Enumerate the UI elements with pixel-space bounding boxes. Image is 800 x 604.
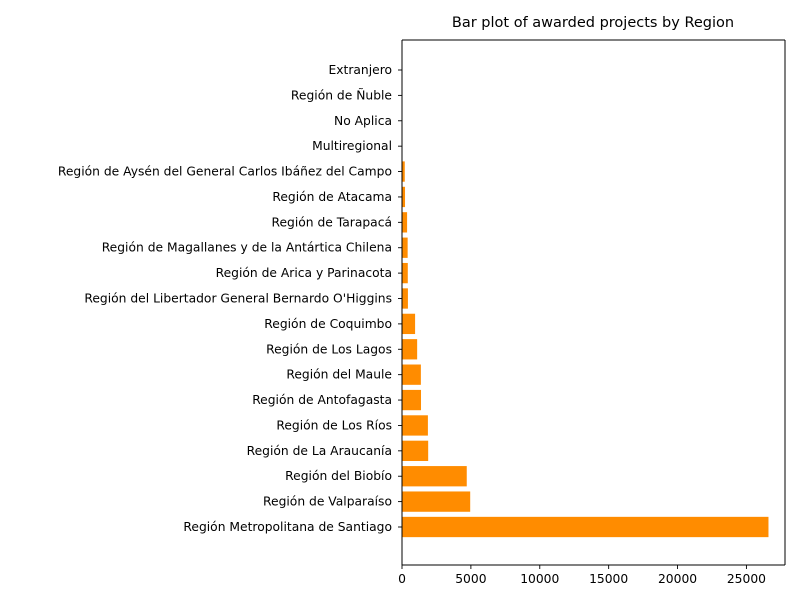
- x-tick-label: 15000: [589, 572, 628, 586]
- y-tick-label: Región de Valparaíso: [263, 495, 392, 509]
- y-tick-label: Región de Antofagasta: [252, 393, 392, 407]
- bar: [402, 466, 467, 486]
- y-tick-label: Extranjero: [328, 63, 392, 77]
- y-tick-label: Región de Magallanes y de la Antártica C…: [102, 241, 392, 255]
- bar: [402, 491, 470, 511]
- bar: [402, 415, 428, 435]
- chart-title: Bar plot of awarded projects by Region: [452, 15, 734, 31]
- bar: [402, 263, 408, 283]
- bar: [402, 339, 417, 359]
- bars-group: [402, 60, 768, 537]
- y-tick-label: No Aplica: [334, 114, 392, 128]
- y-tick-label: Región del Maule: [286, 368, 392, 382]
- y-tick-label: Región de Coquimbo: [264, 317, 392, 331]
- x-tick-label: 25000: [727, 572, 766, 586]
- bar: [402, 390, 421, 410]
- x-axis-ticks: 0 5000 10000 15000 20000 25000: [398, 565, 766, 586]
- y-tick-label: Región de Los Ríos: [276, 418, 392, 432]
- x-tick-label: 5000: [455, 572, 486, 586]
- y-tick-label: Región Metropolitana de Santiago: [183, 520, 392, 534]
- y-tick-label: Región de Los Lagos: [266, 342, 392, 356]
- y-tick-label: Región de La Araucanía: [247, 444, 392, 458]
- y-tick-label: Región de Tarapacá: [271, 215, 392, 229]
- bar: [402, 365, 421, 385]
- x-tick-label: 10000: [520, 572, 559, 586]
- bar: [402, 288, 408, 308]
- y-tick-label: Región del Biobío: [285, 469, 392, 483]
- bar: [402, 441, 428, 461]
- x-tick-label: 20000: [658, 572, 697, 586]
- y-tick-label: Región de Ñuble: [291, 87, 392, 102]
- y-tick-label: Región del Libertador General Bernardo O…: [84, 292, 392, 306]
- y-tick-label: Región de Atacama: [272, 190, 392, 204]
- bar: [402, 517, 768, 537]
- bar: [402, 314, 415, 334]
- bar: [402, 238, 408, 258]
- y-tick-label: Región de Arica y Parinacota: [216, 266, 392, 280]
- y-tick-label: Multiregional: [312, 139, 392, 153]
- y-tick-label: Región de Aysén del General Carlos Ibáñe…: [58, 165, 392, 179]
- y-tick-labels: Región Metropolitana de Santiago Región d…: [58, 63, 402, 534]
- bar: [402, 212, 407, 232]
- x-tick-label: 0: [398, 572, 406, 586]
